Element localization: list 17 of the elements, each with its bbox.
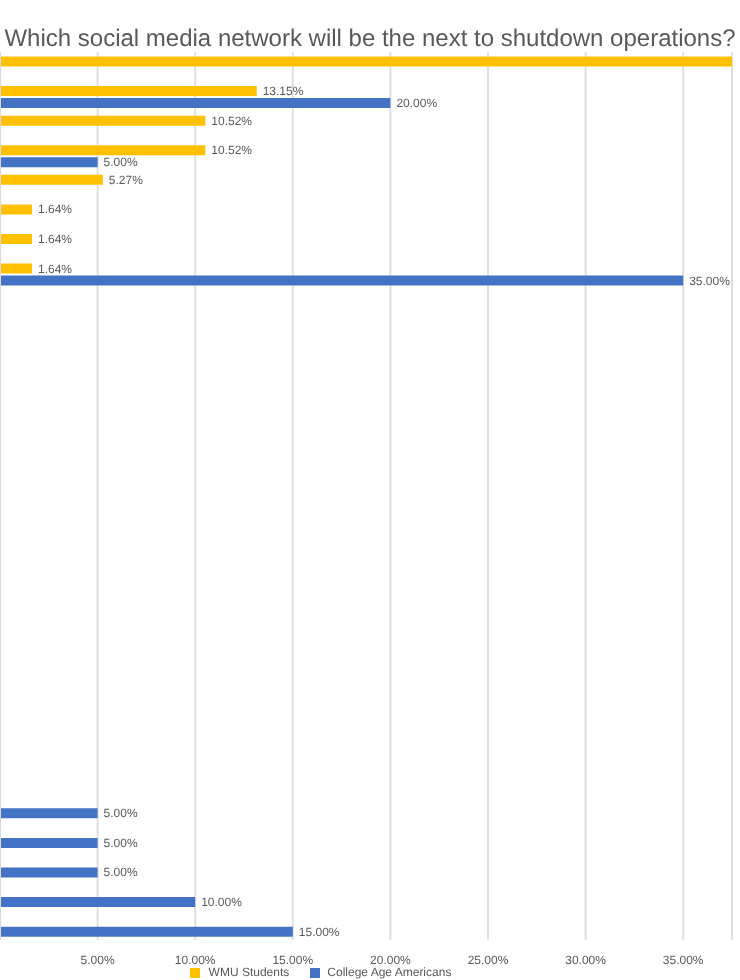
- bar: [0, 808, 98, 819]
- bar: [0, 897, 196, 908]
- bar: [0, 275, 684, 286]
- bar: [0, 234, 33, 245]
- bar: [0, 263, 33, 274]
- bar: [0, 56, 732, 67]
- bar: [0, 157, 98, 168]
- bar: [0, 174, 103, 185]
- bar: [0, 837, 98, 848]
- bar: [0, 86, 257, 97]
- chart-title: Which social media network will be the next to shutdown operations?: [2, 24, 738, 52]
- bar: [0, 867, 98, 878]
- bar: [0, 204, 33, 215]
- bar: [0, 145, 206, 156]
- bar: [0, 926, 293, 937]
- bar: [0, 98, 391, 109]
- bar: [0, 115, 206, 126]
